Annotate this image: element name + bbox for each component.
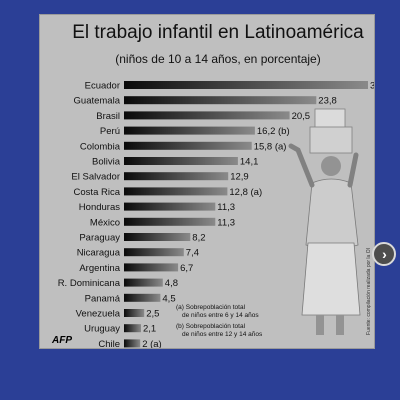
value-label: 12,9 [230,172,249,183]
category-label: Brasil [96,111,120,122]
bar [124,248,184,257]
value-label: 2 (a) [142,339,162,349]
bar [124,293,161,302]
chevron-right-icon: › [382,246,387,262]
category-label: Venezuela [76,309,121,320]
category-label: Honduras [79,202,120,213]
value-label: 4,8 [165,278,178,289]
category-label: México [90,217,120,228]
value-label: 30,2% [370,81,375,92]
value-label: 11,3 [217,217,235,228]
value-label: 12,8 (a) [229,187,262,198]
value-label: 4,5 [162,293,175,304]
value-label: 11,3 [217,202,235,213]
value-label: 2,5 [146,309,159,320]
category-label: Costa Rica [74,187,121,198]
value-label: 6,7 [180,263,193,274]
bar [124,81,368,89]
note-a-line2: de niños entre 6 y 14 años [182,312,259,319]
chart-card: El trabajo infantil en Latinoamérica (ni… [39,14,375,349]
bar [124,233,191,241]
bar [124,263,179,272]
category-label: Colombia [80,141,121,152]
category-label: Bolivia [92,157,121,168]
category-label: Panamá [85,293,121,304]
category-label: Argentina [79,263,120,274]
value-label: 8,2 [192,233,205,244]
next-slide-button[interactable]: › [372,242,396,266]
bar [124,339,141,348]
source-logo: AFP [51,335,72,346]
note-a-line1: (a) Sobrepoblación total [176,304,246,311]
bar [124,141,252,150]
value-label: 2,1 [143,324,156,335]
chart-subtitle: (niños de 10 a 14 años, en porcentaje) [115,52,320,66]
bar [124,96,317,105]
bar [124,324,141,333]
value-label: 15,8 (a) [254,141,287,152]
category-label: Ecuador [85,81,120,92]
note-b-line1: (b) Sobrepoblación total [176,323,246,330]
value-label: 20,5 [292,111,311,122]
category-label: Guatemala [74,96,121,107]
notes-block: (a) Sobrepoblación total de niños entre … [176,304,263,338]
bar [124,172,229,181]
category-label: R. Dominicana [58,278,121,289]
source-side-label: Fuente: compilación realizada por la OI [366,248,372,335]
category-label: Perú [100,126,120,137]
category-label: Nicaragua [77,248,121,259]
category-label: Chile [98,339,120,349]
child-illustration [288,108,361,335]
bar [124,309,145,317]
category-label: Paraguay [79,233,120,244]
note-b-line2: de niños entre 12 y 14 años [182,331,263,338]
bar [124,202,216,211]
bar [124,217,216,226]
value-label: 16,2 (b) [257,126,290,137]
category-label: Uruguay [84,324,120,335]
value-label: 7,4 [186,248,199,259]
chart: El trabajo infantil en Latinoamérica (ni… [51,22,375,349]
bar [124,126,255,135]
bar [124,278,163,287]
bar [124,157,238,165]
value-label: 14,1 [240,157,259,168]
value-label: 23,8 [318,96,337,107]
bar [124,111,290,120]
category-label: El Salvador [71,172,120,183]
chart-title: El trabajo infantil en Latinoamérica [72,22,364,43]
bar [124,187,228,196]
